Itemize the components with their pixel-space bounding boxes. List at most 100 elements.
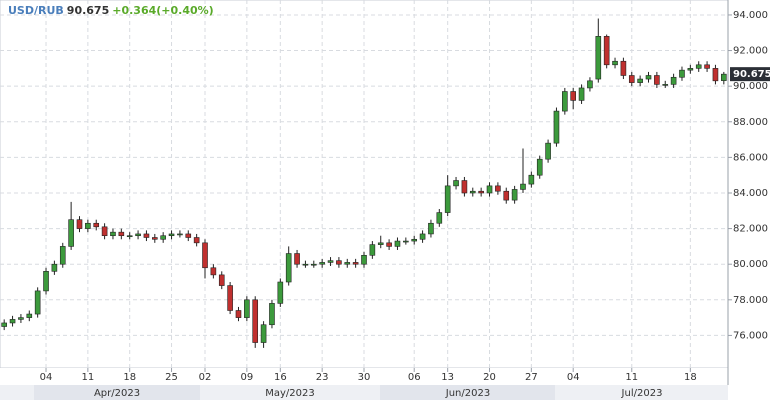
candle-body	[620, 60, 627, 76]
x-tick-label: 04	[40, 372, 53, 383]
y-tick-label: 84.000	[733, 188, 768, 199]
candle-body	[51, 263, 58, 272]
candle-body	[587, 80, 593, 89]
candle-body	[336, 260, 342, 265]
date-band	[0, 368, 771, 385]
candle-body	[411, 238, 418, 242]
candle-body	[662, 84, 669, 86]
candle-body	[428, 222, 434, 235]
y-tick-label: 90.000	[733, 81, 768, 92]
x-tick-label: 04	[567, 372, 580, 383]
last-price-tag	[730, 67, 770, 82]
candle-body	[394, 240, 401, 247]
symbol: USD/RUB	[8, 4, 64, 17]
y-tick-label: 94.000	[733, 10, 768, 21]
candle-body	[244, 299, 250, 318]
candle-body	[528, 174, 535, 185]
last-price-label: 90.675	[733, 69, 771, 80]
candle-body	[469, 190, 476, 194]
candle-body	[135, 233, 141, 237]
candle-body	[9, 319, 16, 324]
candle-body	[578, 87, 585, 101]
candle-body	[361, 255, 367, 265]
candle-body	[227, 285, 233, 311]
month-label: May/2023	[265, 388, 315, 399]
candle-body	[277, 281, 284, 304]
candle-body	[285, 253, 292, 283]
x-tick-label: 16	[274, 372, 287, 383]
candle-body	[436, 212, 443, 224]
candle-body	[478, 190, 484, 194]
candle-body	[202, 242, 208, 269]
y-tick-label: 82.000	[733, 224, 768, 235]
candle-body	[177, 233, 183, 236]
x-tick-label: 06	[408, 372, 421, 383]
candle-body	[1, 322, 7, 327]
candle-body	[319, 262, 325, 265]
price-change: +0.364(+0.40%)	[112, 4, 214, 17]
candle-body	[520, 183, 526, 190]
candle-body	[344, 262, 351, 265]
candle-body	[260, 324, 267, 343]
y-tick-label: 86.000	[733, 152, 768, 163]
candle-body	[26, 313, 33, 318]
candle-body	[118, 231, 125, 237]
candle-body	[536, 158, 543, 176]
candle-body	[562, 91, 568, 112]
candle-body	[327, 260, 334, 263]
y-tick-label: 80.000	[733, 259, 768, 270]
candle-body	[235, 310, 242, 318]
month-label: Jul/2023	[621, 388, 663, 399]
candle-body	[486, 185, 493, 194]
candle-body	[18, 317, 24, 320]
candle-body	[160, 235, 166, 240]
candle-body	[369, 244, 376, 256]
candle-body	[503, 190, 510, 201]
candle-body	[704, 64, 710, 69]
x-tick-label: 25	[165, 372, 178, 383]
x-tick-label: 20	[483, 372, 496, 383]
candle-body	[670, 76, 677, 85]
candle-body	[310, 263, 317, 266]
candle-body	[511, 189, 518, 201]
candle-body	[679, 69, 685, 78]
quote-header: USD/RUB 90.675 +0.364(+0.40%)	[8, 4, 217, 17]
candle-body	[495, 185, 501, 192]
candle-body	[612, 60, 618, 66]
candle-body	[403, 240, 409, 243]
x-tick-label: 18	[123, 372, 136, 383]
candle-body	[168, 233, 175, 237]
candle-body	[218, 274, 225, 286]
x-tick-label: 11	[625, 372, 638, 383]
x-tick-label: 30	[358, 372, 371, 383]
candle-body	[595, 36, 602, 80]
month-band	[0, 385, 34, 400]
candle-body	[453, 180, 459, 187]
candle-body	[444, 185, 451, 213]
candle-body	[294, 253, 300, 265]
candle-body	[210, 267, 217, 276]
candle-body	[85, 222, 91, 229]
candle-body	[645, 75, 652, 80]
candle-body	[377, 242, 384, 245]
candle-body	[637, 78, 643, 83]
month-band	[380, 385, 555, 400]
month-label: Jun/2023	[445, 388, 490, 399]
candle-body	[352, 262, 359, 265]
candle-body	[553, 110, 560, 144]
candle-body	[76, 219, 83, 229]
month-band	[555, 385, 728, 400]
candle-body	[34, 290, 41, 315]
candle-body	[126, 235, 133, 238]
x-tick-label: 27	[525, 372, 538, 383]
candle-body	[101, 226, 108, 237]
x-tick-label: 23	[316, 372, 329, 383]
candle-body	[461, 180, 468, 194]
x-tick-label: 02	[199, 372, 212, 383]
y-tick-label: 88.000	[733, 117, 768, 128]
candle-body	[570, 91, 576, 101]
candle-body	[386, 242, 392, 247]
candle-body	[269, 303, 275, 326]
candle-body	[185, 233, 192, 238]
